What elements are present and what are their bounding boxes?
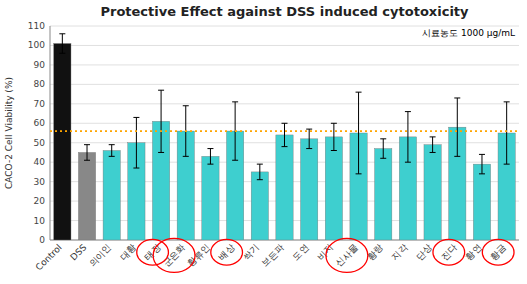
error-bar bbox=[158, 90, 164, 152]
bar bbox=[103, 151, 120, 240]
error-bar bbox=[207, 149, 213, 165]
annotation: 시료농도 1000 μg/mL bbox=[422, 28, 515, 38]
error-bar bbox=[479, 154, 485, 173]
y-axis: 0 10 20 30 40 50 60 70 80 90 100 110 bbox=[28, 21, 519, 245]
grid-line bbox=[50, 45, 519, 46]
y-tick-label: 10 bbox=[34, 216, 46, 226]
title: Protective Effect against DSS induced cy… bbox=[100, 4, 469, 19]
bar bbox=[325, 137, 342, 240]
y-tick-label: 110 bbox=[28, 21, 45, 31]
x-tick-label: 황금 bbox=[488, 242, 508, 262]
error-bar bbox=[380, 139, 386, 158]
bar bbox=[78, 152, 95, 240]
error-bar bbox=[133, 117, 139, 168]
error-bar bbox=[59, 34, 65, 53]
error-bar bbox=[282, 123, 288, 146]
x-tick-label: 신사물 bbox=[334, 242, 360, 268]
x-tick-label: 도연 bbox=[291, 242, 311, 262]
x-tick-label: 지각 bbox=[390, 242, 410, 262]
reference-line bbox=[50, 130, 519, 132]
error-bar bbox=[405, 112, 411, 163]
x-tick-label: 태장 bbox=[143, 242, 163, 262]
y-tick-label: 60 bbox=[34, 118, 46, 128]
x-tick-label: 대황 bbox=[118, 242, 138, 262]
x-tick-label: 싹기 bbox=[241, 242, 261, 262]
grid-line bbox=[50, 26, 519, 27]
plot-area bbox=[50, 34, 519, 240]
bar bbox=[473, 164, 490, 240]
x-axis: ControlDSS의이인대황태장군은화황류인배상싹기보든파도연비지신사물황랑지… bbox=[34, 242, 508, 272]
highlight-circle bbox=[211, 239, 243, 265]
highlight-circle bbox=[326, 238, 368, 272]
error-bar bbox=[306, 129, 312, 148]
x-tick-label: 배상 bbox=[217, 242, 237, 262]
y-tick-label: 30 bbox=[34, 177, 46, 187]
bar bbox=[301, 139, 318, 240]
y-tick-label: 0 bbox=[39, 235, 45, 245]
y-axis-line bbox=[50, 26, 51, 240]
y-tick-label: 90 bbox=[34, 60, 46, 70]
grid-line bbox=[50, 64, 519, 65]
grid-line bbox=[50, 84, 519, 85]
error-bar bbox=[84, 145, 90, 161]
y-tick-label: 70 bbox=[34, 99, 46, 109]
highlight-circle bbox=[433, 239, 465, 265]
x-tick-label: 황연 bbox=[464, 242, 484, 262]
bar bbox=[424, 145, 441, 240]
y-tick-label: 20 bbox=[34, 196, 46, 206]
y-tick-label: 80 bbox=[34, 79, 46, 89]
error-bar bbox=[430, 137, 436, 153]
x-tick-label: Control bbox=[34, 242, 64, 272]
y-tick-label: 40 bbox=[34, 157, 46, 167]
bar bbox=[276, 135, 293, 240]
x-tick-label: 진다 bbox=[439, 242, 459, 262]
x-tick-label: DSS bbox=[68, 242, 88, 262]
highlight-circle bbox=[482, 239, 514, 265]
bar bbox=[202, 156, 219, 240]
x-tick-label: 단상 bbox=[414, 242, 434, 262]
bar bbox=[54, 44, 71, 240]
error-bar bbox=[331, 123, 337, 150]
x-tick-label: 군은화 bbox=[161, 242, 187, 268]
y-tick-label: 100 bbox=[28, 40, 45, 50]
highlight-circle bbox=[137, 239, 169, 265]
x-tick-label: 보든파 bbox=[260, 242, 286, 268]
bar bbox=[251, 172, 268, 240]
bar bbox=[375, 149, 392, 240]
x-tick-label: 황류인 bbox=[186, 242, 212, 268]
grid-line bbox=[50, 103, 519, 104]
error-bar bbox=[109, 145, 115, 157]
y-axis-label: CACO-2 Cell Viability (%) bbox=[4, 77, 14, 189]
error-bar bbox=[257, 164, 263, 180]
highlight-circle bbox=[153, 238, 195, 272]
error-bar bbox=[504, 102, 510, 164]
x-tick-label: 비지 bbox=[315, 242, 335, 262]
chart: 0 10 20 30 40 50 60 70 80 90 100 110 ControlDSS의이인대황… bbox=[0, 0, 527, 284]
error-bar bbox=[454, 98, 460, 156]
error-bar bbox=[356, 92, 362, 174]
y-tick-label: 50 bbox=[34, 138, 46, 148]
x-tick-label: 의이인 bbox=[87, 242, 113, 268]
